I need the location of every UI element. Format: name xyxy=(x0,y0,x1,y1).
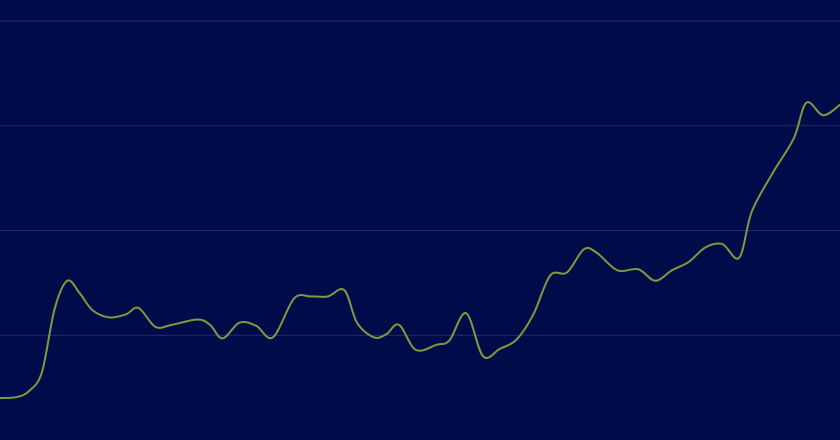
grid xyxy=(0,20,840,336)
series-line-1 xyxy=(0,101,840,400)
series-layer xyxy=(0,101,840,400)
